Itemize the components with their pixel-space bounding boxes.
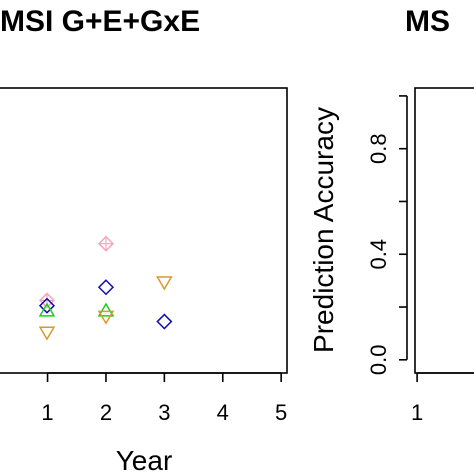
right-panel: MS 0.0 0.4 0.8 1 Prediction Accuracy xyxy=(308,5,474,425)
right-y-axis: 0.0 0.4 0.8 xyxy=(366,95,408,376)
left-data-points xyxy=(38,235,173,341)
right-y-axis-label: Prediction Accuracy xyxy=(308,107,339,353)
left-plot-frame xyxy=(0,87,288,374)
diamond-point xyxy=(156,313,173,330)
diamond-point xyxy=(38,297,56,314)
left-x-tick-label: 4 xyxy=(217,400,229,425)
left-x-tick-label: 3 xyxy=(158,400,170,425)
left-x-axis: 1 2 3 4 5 xyxy=(41,372,287,425)
triangle-down-point xyxy=(156,276,173,291)
right-panel-title: MS xyxy=(405,5,450,38)
left-x-tick-label: 2 xyxy=(100,400,112,425)
right-x-tick-label: 1 xyxy=(411,400,423,425)
right-plot-frame xyxy=(414,87,474,374)
left-x-tick-label: 1 xyxy=(41,400,53,425)
triangle-up-point xyxy=(97,302,115,317)
right-y-tick-label: 0.4 xyxy=(366,239,391,270)
right-x-axis: 1 xyxy=(411,372,474,425)
left-panel-title: MSI G+E+GxE xyxy=(0,5,200,38)
diamond-point xyxy=(97,279,115,296)
left-x-tick-label: 5 xyxy=(275,400,287,425)
triangle-down-point xyxy=(97,310,115,325)
right-y-tick-label: 0.8 xyxy=(366,133,391,164)
left-panel: MSI G+E+GxE 1 2 3 4 5 Year xyxy=(0,5,288,474)
left-x-axis-label: Year xyxy=(116,445,173,474)
triangle-down-point xyxy=(38,326,56,341)
right-y-tick-label: 0.0 xyxy=(366,345,391,376)
triangle-up-point xyxy=(38,302,56,317)
